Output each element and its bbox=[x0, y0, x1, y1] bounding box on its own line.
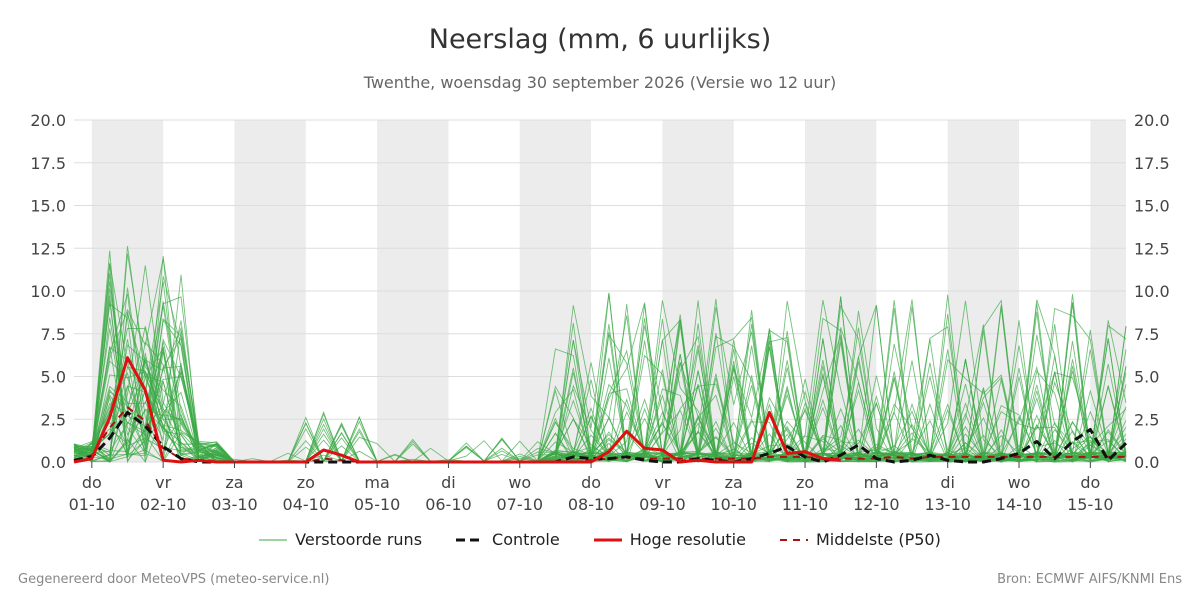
x-tick-day: zo bbox=[297, 473, 315, 492]
chart-title: Neerslag (mm, 6 uurlijks) bbox=[428, 24, 772, 55]
legend-line-hires-icon bbox=[593, 538, 622, 541]
y-tick-left: 0.0 bbox=[41, 453, 66, 472]
y-tick-right: 17.5 bbox=[1134, 154, 1170, 173]
legend: Verstoorde runs Controle Hoge resolutie … bbox=[0, 530, 1200, 549]
footer-generated-by: Gegenereerd door MeteoVPS (meteo-service… bbox=[18, 572, 330, 587]
x-tick-day: do bbox=[581, 473, 601, 492]
legend-label-p50: Middelste (P50) bbox=[815, 530, 941, 549]
legend-label-members: Verstoorde runs bbox=[295, 530, 423, 549]
x-tick-date: 14-10 bbox=[996, 495, 1043, 514]
legend-line-members-icon bbox=[259, 539, 288, 540]
y-tick-left: 12.5 bbox=[30, 239, 66, 258]
x-tick-date: 13-10 bbox=[924, 495, 971, 514]
y-tick-right: 12.5 bbox=[1134, 239, 1170, 258]
y-tick-left: 5.0 bbox=[41, 368, 66, 387]
x-tick-date: 09-10 bbox=[639, 495, 686, 514]
y-tick-right: 2.5 bbox=[1134, 410, 1159, 429]
y-tick-left: 20.0 bbox=[30, 111, 66, 130]
chart-subtitle: Twenthe, woensdag 30 september 2026 (Ver… bbox=[363, 73, 837, 92]
y-tick-left: 15.0 bbox=[30, 197, 66, 216]
y-tick-right: 20.0 bbox=[1134, 111, 1170, 130]
legend-line-p50-icon bbox=[779, 538, 808, 541]
x-tick-date: 06-10 bbox=[425, 495, 472, 514]
x-tick-date: 11-10 bbox=[782, 495, 829, 514]
x-tick-day: di bbox=[940, 473, 955, 492]
legend-label-hires: Hoge resolutie bbox=[629, 530, 746, 549]
x-tick-day: ma bbox=[364, 473, 389, 492]
y-tick-left: 17.5 bbox=[30, 154, 66, 173]
y-tick-left: 10.0 bbox=[30, 282, 66, 301]
x-tick-date: 10-10 bbox=[710, 495, 757, 514]
x-tick-date: 01-10 bbox=[69, 495, 116, 514]
y-axis-right: 0.0 2.5 5.0 7.5 10.0 12.5 15.0 17.5 20.0 bbox=[1134, 111, 1170, 472]
y-tick-right: 15.0 bbox=[1134, 197, 1170, 216]
y-tick-right: 7.5 bbox=[1134, 325, 1159, 344]
y-tick-left: 2.5 bbox=[41, 410, 66, 429]
x-tick-date: 05-10 bbox=[354, 495, 401, 514]
x-tick-day: wo bbox=[508, 473, 531, 492]
series-middelste-p50- bbox=[73, 406, 1126, 463]
legend-item-hires: Hoge resolutie bbox=[593, 530, 746, 549]
y-tick-right: 10.0 bbox=[1134, 282, 1170, 301]
y-tick-left: 7.5 bbox=[41, 325, 66, 344]
x-tick-date: 02-10 bbox=[140, 495, 187, 514]
x-tick-day: zo bbox=[796, 473, 814, 492]
x-tick-day: za bbox=[225, 473, 243, 492]
legend-item-p50: Middelste (P50) bbox=[779, 530, 941, 549]
x-tick-day: ma bbox=[864, 473, 889, 492]
legend-label-control: Controle bbox=[492, 530, 560, 549]
x-tick-date: 12-10 bbox=[853, 495, 900, 514]
x-tick-day: wo bbox=[1008, 473, 1031, 492]
x-tick-day: di bbox=[441, 473, 456, 492]
x-tick-day: vr bbox=[155, 473, 171, 492]
y-axis-left: 0.0 2.5 5.0 7.5 10.0 12.5 15.0 17.5 20.0 bbox=[30, 111, 66, 472]
legend-line-control-icon bbox=[456, 538, 485, 541]
x-tick-date: 15-10 bbox=[1067, 495, 1114, 514]
y-tick-right: 0.0 bbox=[1134, 453, 1159, 472]
x-tick-day: vr bbox=[654, 473, 670, 492]
legend-item-members: Verstoorde runs bbox=[259, 530, 422, 549]
y-tick-right: 5.0 bbox=[1134, 368, 1159, 387]
x-tick-day: za bbox=[725, 473, 743, 492]
legend-item-control: Controle bbox=[456, 530, 560, 549]
x-axis: do 01-10 vr 02-10 za 03-10 zo 04-10 ma 05-10 di 06-… bbox=[69, 462, 1114, 514]
x-tick-date: 08-10 bbox=[568, 495, 615, 514]
x-tick-day: do bbox=[82, 473, 102, 492]
x-tick-date: 07-10 bbox=[497, 495, 544, 514]
x-tick-date: 04-10 bbox=[283, 495, 330, 514]
footer-source: Bron: ECMWF AIFS/KNMI Ens bbox=[997, 572, 1182, 587]
x-tick-date: 03-10 bbox=[211, 495, 258, 514]
x-tick-day: do bbox=[1080, 473, 1100, 492]
